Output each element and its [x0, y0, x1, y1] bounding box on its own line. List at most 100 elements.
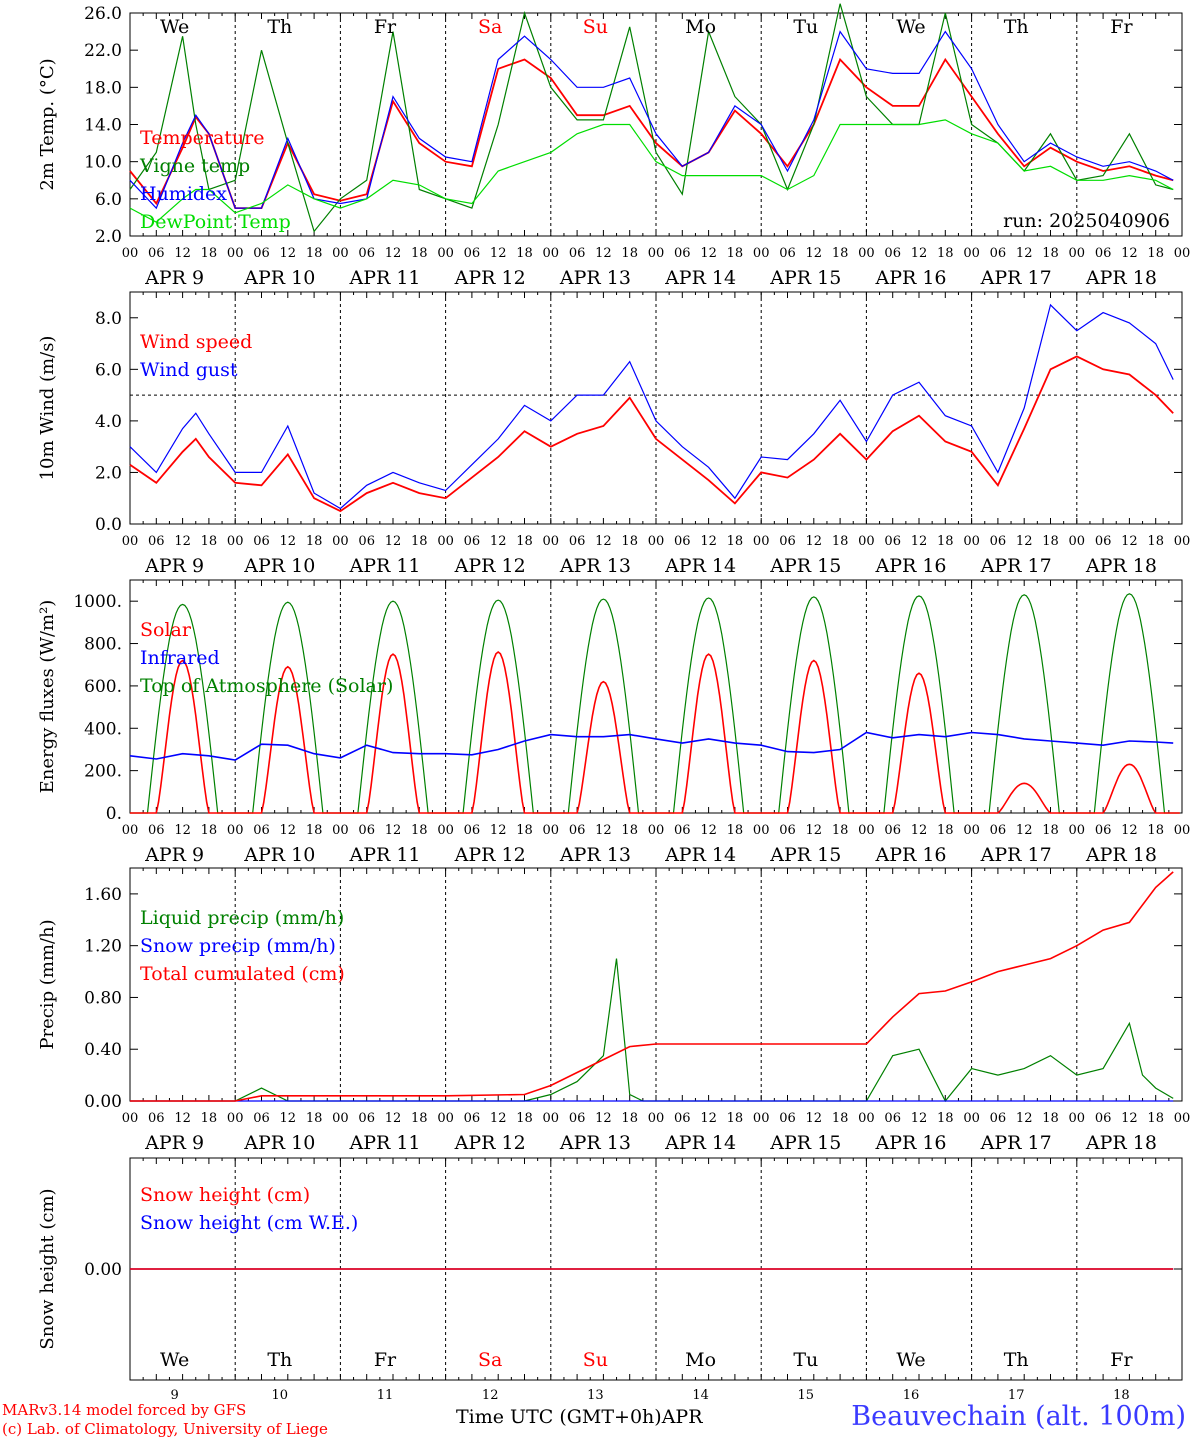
weekday-label: Fr: [374, 16, 397, 38]
y-tick-label: 8.0: [95, 309, 122, 329]
hour-tick-label: 12: [700, 246, 717, 261]
hour-tick-label: 06: [569, 823, 586, 838]
hour-tick-label: 06: [674, 1111, 691, 1126]
hour-tick-label: 12: [911, 534, 928, 549]
hour-tick-label: 12: [1016, 1111, 1033, 1126]
hour-tick-label: 12: [595, 246, 612, 261]
hour-tick-label: 00: [122, 823, 139, 838]
hour-tick-label: 06: [990, 534, 1007, 549]
hour-tick-label: 06: [253, 1111, 270, 1126]
date-label: APR 12: [454, 1132, 526, 1154]
date-label: APR 15: [769, 555, 841, 577]
day-number-label: 14: [692, 1388, 709, 1403]
y-axis-label: Precip (mm/h): [37, 919, 58, 1049]
hour-tick-label: 12: [385, 1111, 402, 1126]
hour-tick-label: 00: [332, 1111, 349, 1126]
hour-tick-label: 00: [648, 246, 665, 261]
date-label: APR 11: [348, 1132, 420, 1154]
hour-tick-label: 12: [700, 534, 717, 549]
hour-tick-label: 06: [358, 534, 375, 549]
date-label: APR 18: [1085, 555, 1157, 577]
y-tick-label: 0.80: [84, 988, 122, 1008]
station-label: Beauvechain (alt. 100m): [851, 1401, 1186, 1432]
weekday-label: Fr: [374, 1349, 397, 1371]
hour-tick-label: 06: [779, 1111, 796, 1126]
hour-tick-label: 18: [1147, 823, 1164, 838]
hour-tick-label: 00: [543, 246, 560, 261]
hour-tick-label: 18: [516, 823, 533, 838]
date-label: APR 18: [1085, 1132, 1157, 1154]
date-label: APR 16: [874, 844, 946, 866]
hour-tick-label: 18: [937, 823, 954, 838]
hour-tick-label: 18: [201, 823, 218, 838]
y-tick-label: 6.0: [95, 190, 122, 210]
date-label: APR 13: [559, 1132, 631, 1154]
hour-tick-label: 12: [806, 823, 823, 838]
hour-tick-label: 12: [385, 534, 402, 549]
hour-tick-label: 12: [280, 246, 297, 261]
date-label: APR 10: [243, 1132, 315, 1154]
hour-tick-label: 06: [464, 823, 481, 838]
hour-tick-label: 00: [122, 534, 139, 549]
weekday-label: Sa: [478, 1349, 502, 1371]
hour-tick-label: 18: [937, 246, 954, 261]
hour-tick-label: 06: [148, 1111, 165, 1126]
hour-tick-label: 06: [674, 246, 691, 261]
y-tick-label: 0.: [106, 804, 122, 824]
hour-tick-label: 18: [621, 534, 638, 549]
hour-tick-label: 00: [858, 823, 875, 838]
hour-tick-label: 12: [490, 823, 507, 838]
panel-5: 0.00 Snow height (cm) Snow height (cm) Snow…: [37, 1157, 1183, 1403]
series-line: [129, 355, 1174, 513]
hour-tick-label: 06: [569, 534, 586, 549]
hour-tick-label: 18: [937, 534, 954, 549]
date-label: APR 9: [144, 1132, 204, 1154]
date-label: APR 15: [769, 1132, 841, 1154]
hour-tick-label: 06: [569, 246, 586, 261]
date-label: APR 9: [144, 555, 204, 577]
hour-tick-label: 00: [753, 1111, 770, 1126]
hour-tick-label: 18: [832, 534, 849, 549]
legend-entry: Infrared: [140, 647, 220, 669]
y-tick-label: 1.20: [84, 937, 122, 957]
hour-tick-label: 00: [437, 534, 454, 549]
hour-tick-label: 00: [753, 534, 770, 549]
hour-tick-label: 00: [648, 534, 665, 549]
hour-tick-label: 06: [464, 1111, 481, 1126]
x-axis-title-text: Time UTC (GMT+0h): [456, 1406, 662, 1428]
hour-tick-label: 18: [1042, 534, 1059, 549]
hour-tick-label: 00: [963, 534, 980, 549]
date-label: APR 17: [980, 844, 1052, 866]
y-tick-label: 200.: [84, 762, 122, 782]
hour-tick-label: 12: [1121, 246, 1138, 261]
hour-tick-label: 06: [779, 246, 796, 261]
date-label: APR 15: [769, 844, 841, 866]
hour-tick-label: 12: [911, 1111, 928, 1126]
hour-tick-label: 18: [411, 246, 428, 261]
hour-tick-label: 12: [1016, 823, 1033, 838]
hour-tick-label: 00: [332, 823, 349, 838]
panel-1: 2.0 6.0 10.0 14.0 18.0 22.0 26.0 2m Temp. (°C) T…: [37, 3, 1190, 289]
hour-tick-label: 12: [595, 534, 612, 549]
panel-3: 0. 200. 400. 600. 800. 1000. Energy fluxes (W/…: [37, 579, 1190, 866]
hour-tick-label: 12: [1121, 823, 1138, 838]
hour-tick-label: 00: [1069, 246, 1086, 261]
weekday-label: Tu: [793, 16, 818, 38]
y-tick-label: 800.: [84, 635, 122, 655]
day-number-label: 17: [1008, 1388, 1025, 1403]
hour-tick-label: 18: [832, 823, 849, 838]
hour-tick-label: 18: [832, 1111, 849, 1126]
weekday-label: Su: [583, 1349, 608, 1371]
hour-tick-label: 00: [1069, 823, 1086, 838]
hour-tick-label: 18: [306, 246, 323, 261]
legend-entry: Temperature: [140, 127, 264, 149]
date-label: APR 12: [454, 844, 526, 866]
y-tick-label: 10.0: [84, 153, 122, 173]
weekday-label: Su: [583, 16, 608, 38]
date-label: APR 10: [243, 844, 315, 866]
y-tick-label: 22.0: [84, 41, 122, 61]
legend-entry: Liquid precip (mm/h): [140, 907, 344, 929]
date-label: APR 14: [664, 555, 736, 577]
hour-tick-label: 06: [990, 246, 1007, 261]
